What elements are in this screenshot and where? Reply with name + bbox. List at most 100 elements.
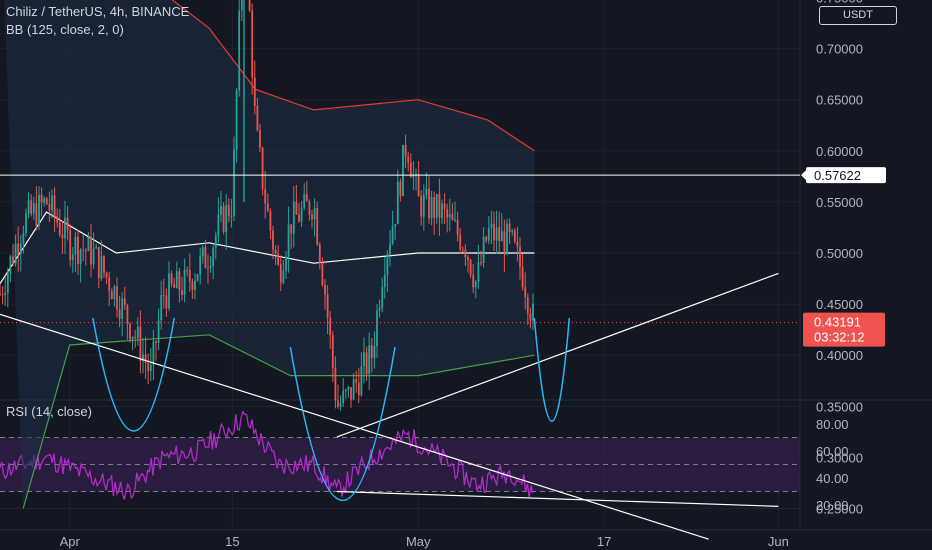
candle-body xyxy=(459,234,462,250)
candle-body xyxy=(79,249,82,265)
price-level-tag-arrow xyxy=(801,170,806,181)
candle-body xyxy=(40,194,43,203)
candle-body xyxy=(342,390,345,404)
bollinger-bands xyxy=(0,0,535,509)
candle-body xyxy=(305,194,308,202)
candle-body xyxy=(469,260,472,276)
candle-body xyxy=(113,286,116,300)
candle-body xyxy=(282,271,285,283)
price-tick-label: 0.50000 xyxy=(816,246,863,261)
currency-selector[interactable]: USDT xyxy=(819,6,897,25)
trendline[interactable] xyxy=(0,313,709,540)
candle-body xyxy=(256,106,259,131)
candle-body xyxy=(441,203,443,218)
candle-body xyxy=(435,193,438,218)
candle-body xyxy=(311,214,313,220)
candle-body xyxy=(196,274,199,281)
candle-body xyxy=(235,90,238,150)
pattern-arc[interactable] xyxy=(533,317,571,422)
candle-body xyxy=(71,254,74,261)
candle-body xyxy=(212,247,215,266)
pattern-arc[interactable] xyxy=(289,346,396,502)
candle-body xyxy=(82,249,85,251)
candle-body xyxy=(19,243,22,254)
candle-body xyxy=(498,227,501,242)
candle-body xyxy=(456,219,459,235)
candle-body xyxy=(298,214,300,222)
trendline[interactable] xyxy=(336,272,779,438)
rsi-trendline[interactable] xyxy=(336,490,779,507)
candle-body xyxy=(461,249,464,251)
candle-body xyxy=(420,196,423,217)
bb-basis-line xyxy=(0,211,535,285)
candle-body xyxy=(350,386,352,400)
time-tick-label: 15 xyxy=(225,534,239,549)
candle-body xyxy=(526,297,529,314)
candle-body xyxy=(272,230,274,250)
candle-body xyxy=(425,188,428,196)
candle-body xyxy=(308,201,311,215)
candle-body xyxy=(394,223,397,227)
candle-body xyxy=(521,267,524,288)
candle-body xyxy=(472,275,475,288)
candle-body xyxy=(337,400,339,407)
candle-body xyxy=(480,262,482,264)
candle-body xyxy=(378,307,381,311)
pattern-arc[interactable] xyxy=(92,317,176,432)
candle-body xyxy=(524,287,527,298)
candle-body xyxy=(511,230,514,232)
candle-body xyxy=(290,224,293,234)
price-level-tag-text: 0.57622 xyxy=(814,168,861,183)
price-tick-label: 0.45000 xyxy=(816,297,863,312)
candle-body xyxy=(61,234,64,239)
price-tick-label: 0.70000 xyxy=(816,42,863,57)
drawings[interactable] xyxy=(0,0,800,540)
candle-body xyxy=(391,226,394,244)
symbol-legend[interactable]: Chiliz / TetherUS, 4h, BINANCE xyxy=(6,4,190,19)
candle-body xyxy=(162,295,165,297)
candle-body xyxy=(324,284,326,295)
candle-body xyxy=(360,366,363,396)
candle-body xyxy=(438,193,441,218)
candle-body xyxy=(147,362,150,372)
candle-body xyxy=(326,294,329,318)
candle-body xyxy=(100,256,103,279)
price-tick-label: 0.65000 xyxy=(816,93,863,108)
bb-indicator-legend[interactable]: BB (125, close, 2, 0) xyxy=(6,22,124,37)
candle-body xyxy=(532,303,534,321)
candle-body xyxy=(209,265,212,268)
candle-body xyxy=(508,223,511,232)
candle-body xyxy=(56,216,59,223)
candle-body xyxy=(165,295,168,309)
candle-body xyxy=(97,246,100,279)
candle-body xyxy=(266,203,269,212)
candle-body xyxy=(121,298,124,319)
candle-body xyxy=(404,145,407,157)
price-level-tag[interactable] xyxy=(806,167,886,184)
rsi-indicator-legend[interactable]: RSI (14, close) xyxy=(6,404,92,419)
candle-body xyxy=(181,290,183,295)
candle-body xyxy=(287,224,290,257)
rsi-tick-label: 40.00 xyxy=(816,471,849,486)
candle-body xyxy=(313,208,316,220)
candle-body xyxy=(77,236,79,265)
candle-body xyxy=(513,230,516,242)
candle-body xyxy=(204,247,207,268)
rsi-panel xyxy=(0,410,800,507)
candle-body xyxy=(316,208,319,245)
candle-body xyxy=(329,317,332,336)
candle-body xyxy=(230,215,233,217)
candle-body xyxy=(175,271,178,288)
candle-body xyxy=(194,280,196,290)
candle-body xyxy=(74,236,77,255)
time-tick-label: Apr xyxy=(60,534,81,549)
candle-body xyxy=(43,198,46,203)
candle-body xyxy=(451,214,454,220)
candle-body xyxy=(500,231,503,242)
candle-body xyxy=(139,326,142,362)
candle-body xyxy=(251,10,254,78)
time-tick-label: 17 xyxy=(597,534,611,549)
rsi-tick-label: 80.00 xyxy=(816,417,849,432)
last-price-tag[interactable] xyxy=(803,312,885,347)
